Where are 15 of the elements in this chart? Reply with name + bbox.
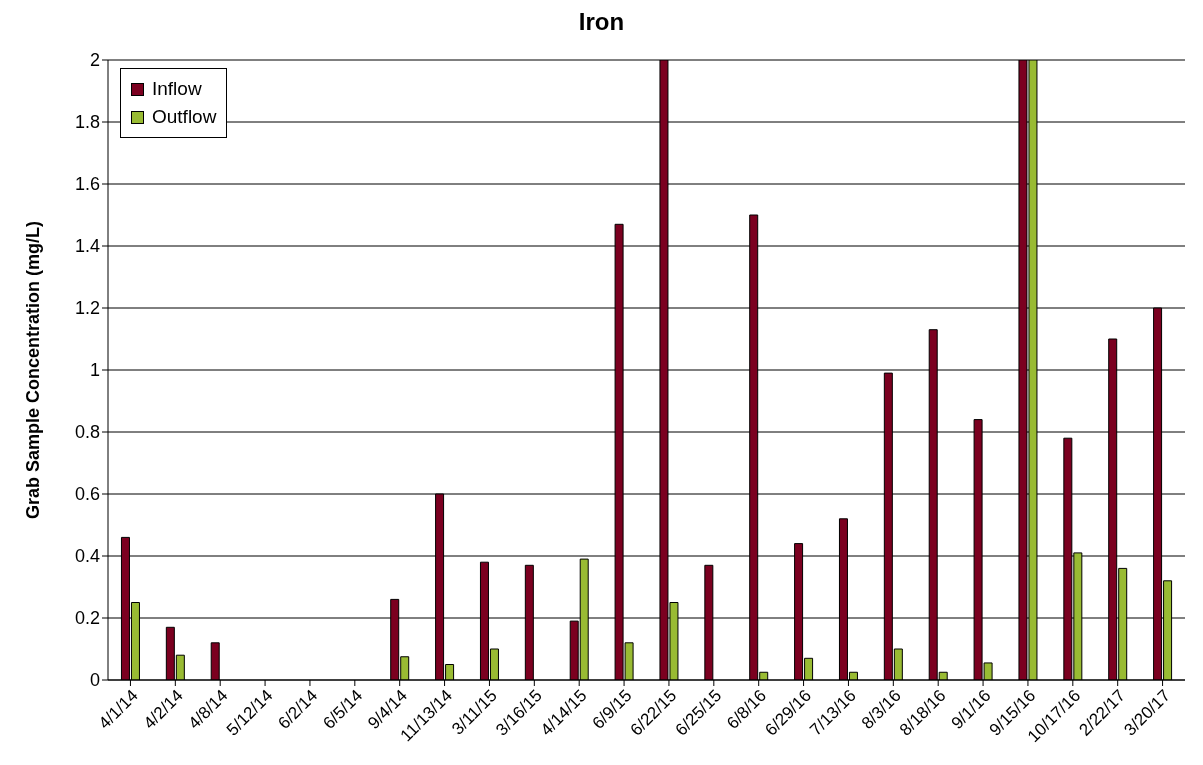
y-tick-label: 0: [89, 670, 100, 691]
y-tick-label: 1.6: [74, 174, 100, 195]
chart-title: Iron: [577, 8, 626, 37]
y-tick-label: 0.4: [74, 546, 100, 567]
y-tick-label: 1: [89, 360, 100, 381]
legend-label: Inflow: [152, 77, 202, 101]
y-tick-label: 1.4: [74, 236, 100, 257]
y-tick-label: 0.6: [74, 484, 100, 505]
y-axis-title: Grab Sample Concentration (mg/L): [23, 220, 44, 520]
y-tick-label: 0.8: [74, 422, 100, 443]
y-tick-label: 1.8: [74, 112, 100, 133]
y-tick-label: 0.2: [74, 608, 100, 629]
y-tick-label: 2: [89, 50, 100, 71]
legend-label: Outflow: [152, 105, 217, 129]
y-tick-label: 1.2: [74, 298, 100, 319]
